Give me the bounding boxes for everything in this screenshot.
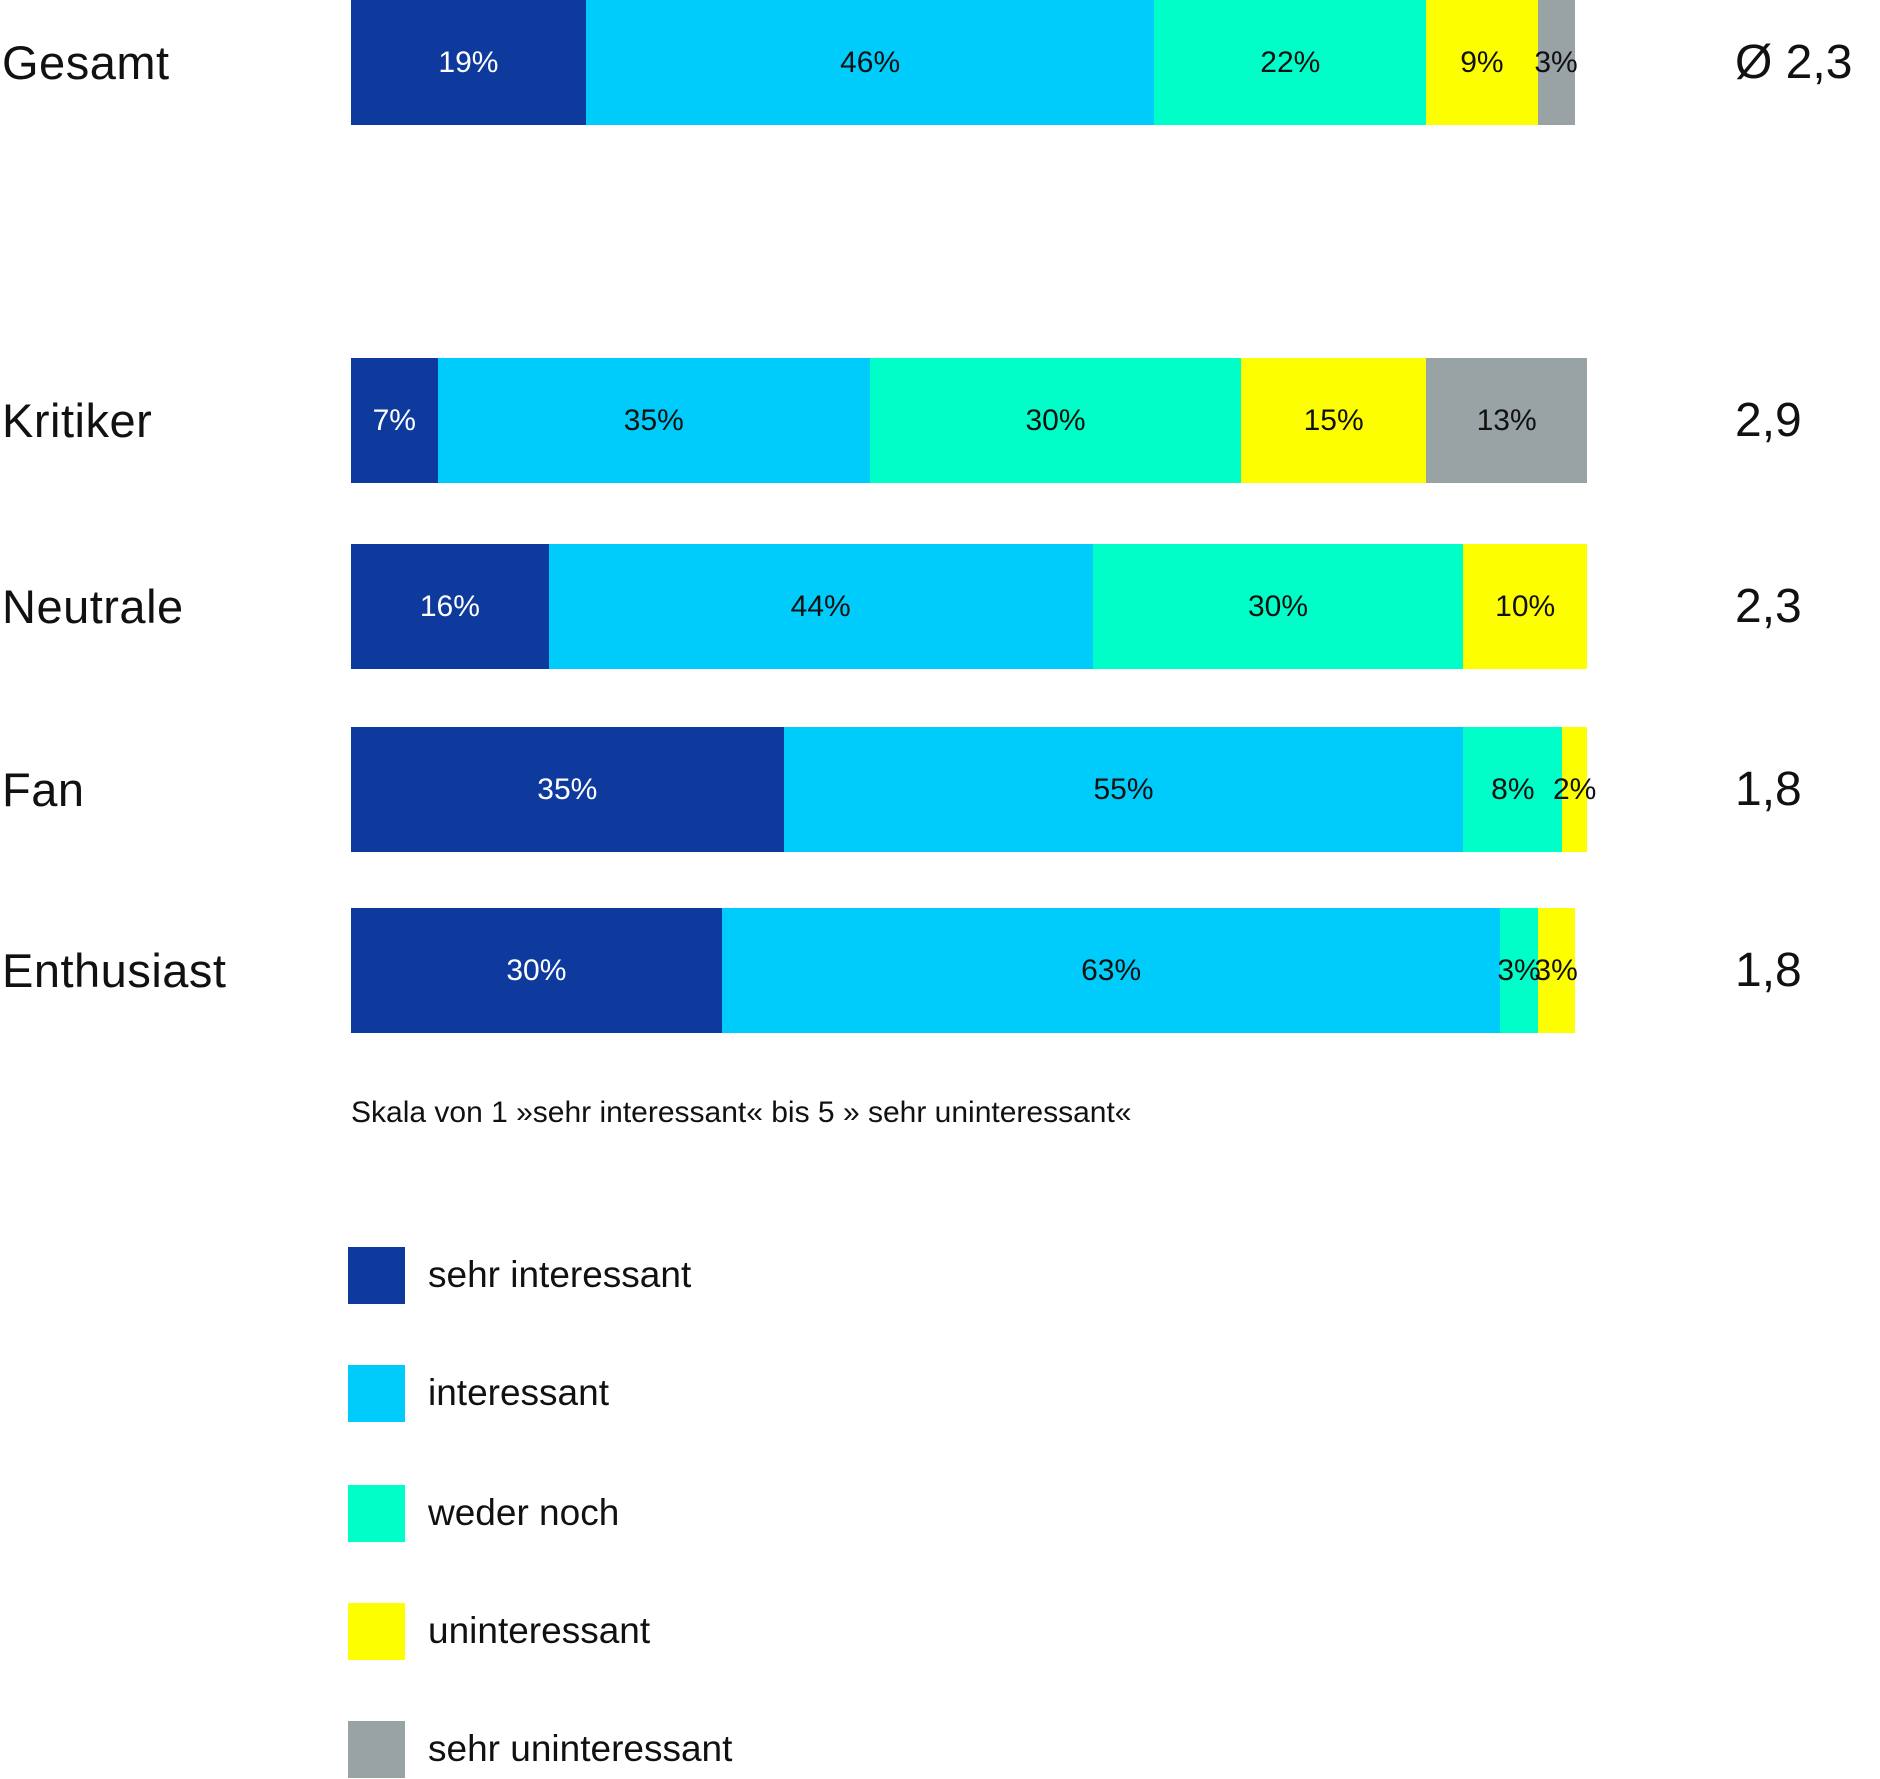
category-label: Kritiker xyxy=(2,394,153,447)
legend-swatch-weder-noch xyxy=(348,1484,405,1542)
stacked-bar: 16% 44% 30% 10% xyxy=(351,544,1587,669)
legend-label: interessant xyxy=(428,1372,609,1413)
segment-value-label: 3% xyxy=(1534,953,1578,987)
bar-row: Enthusiast 30% 63% 3% 3% 1,8 xyxy=(0,908,1880,1033)
segment-value-label: 3% xyxy=(1534,45,1578,79)
bar-segment-uninteressant: 15% xyxy=(1240,358,1427,483)
bar-segment-weder-noch: 22% xyxy=(1154,0,1427,125)
bar-segment-uninteressant: 10% xyxy=(1463,544,1587,669)
stacked-bar: 30% 63% 3% 3% xyxy=(351,908,1587,1033)
bar-segment-weder-noch: 30% xyxy=(870,358,1241,483)
average-value: 1,8 xyxy=(1735,763,1802,816)
bar-segment-interessant: 46% xyxy=(585,0,1155,125)
stacked-bar: 19% 46% 22% 9% 3% xyxy=(351,0,1587,125)
legend-label: uninteressant xyxy=(428,1610,651,1651)
legend-item: sehr interessant xyxy=(348,1246,1148,1304)
segment-value-label: 63% xyxy=(1081,953,1142,987)
average-value: Ø 2,3 xyxy=(1735,36,1853,89)
legend-label: sehr uninteressant xyxy=(428,1728,733,1769)
segment-value-label: 35% xyxy=(537,772,598,806)
bar-segment-weder-noch: 30% xyxy=(1092,544,1464,669)
bar-row: Fan 35% 55% 8% 2% 1,8 xyxy=(0,727,1880,852)
segment-value-label: 7% xyxy=(372,403,416,437)
bar-segment-uninteressant: 2% xyxy=(1553,727,1596,852)
bar-row: Kritiker 7% 35% 30% 15% 13% 2,9 xyxy=(0,358,1880,483)
segment-value-label: 55% xyxy=(1093,772,1154,806)
category-label: Fan xyxy=(2,763,85,816)
category-label: Neutrale xyxy=(2,580,184,633)
segment-value-label: 46% xyxy=(840,45,901,79)
segment-value-label: 13% xyxy=(1476,403,1537,437)
bar-segment-interessant: 35% xyxy=(437,358,871,483)
segment-value-label: 3% xyxy=(1497,953,1541,987)
segment-value-label: 9% xyxy=(1460,45,1504,79)
bar-segment-uninteressant: 3% xyxy=(1534,908,1578,1033)
average-value: 2,3 xyxy=(1735,580,1802,633)
bar-segment-sehr-uninteressant: 13% xyxy=(1426,358,1587,483)
average-value: 2,9 xyxy=(1735,394,1802,447)
legend-item: sehr uninteressant xyxy=(348,1720,1148,1778)
legend-swatch-sehr-uninteressant xyxy=(348,1720,405,1778)
segment-value-label: 22% xyxy=(1260,45,1321,79)
segment-value-label: 30% xyxy=(506,953,567,987)
bar-segment-sehr-uninteressant: 3% xyxy=(1534,0,1578,125)
legend-item: interessant xyxy=(348,1364,1148,1422)
average-value: 1,8 xyxy=(1735,944,1802,997)
segment-value-label: 15% xyxy=(1303,403,1364,437)
bar-segment-interessant: 63% xyxy=(721,908,1501,1033)
segment-value-label: 2% xyxy=(1552,772,1597,806)
scale-note: Skala von 1 »sehr interessant« bis 5 » s… xyxy=(351,1096,1132,1129)
segment-value-label: 35% xyxy=(623,403,684,437)
category-label: Gesamt xyxy=(2,36,170,89)
stacked-bar: 7% 35% 30% 15% 13% xyxy=(351,358,1587,483)
legend-item: weder noch xyxy=(348,1484,1148,1542)
bar-row: Neutrale 16% 44% 30% 10% 2,3 xyxy=(0,544,1880,669)
bar-segment-sehr-interessant: 16% xyxy=(351,544,549,669)
bar-segment-sehr-interessant: 19% xyxy=(351,0,586,125)
bar-segment-sehr-interessant: 35% xyxy=(351,727,784,852)
segment-value-label: 44% xyxy=(790,589,851,623)
legend-swatch-interessant xyxy=(348,1364,405,1422)
segment-value-label: 16% xyxy=(419,589,480,623)
bar-segment-sehr-interessant: 7% xyxy=(351,358,438,483)
legend-label: weder noch xyxy=(428,1492,620,1533)
bar-segment-interessant: 55% xyxy=(783,727,1464,852)
legend-swatch-sehr-interessant xyxy=(348,1246,405,1304)
legend-label: sehr interessant xyxy=(428,1254,692,1295)
bar-segment-weder-noch: 8% xyxy=(1463,727,1563,852)
category-label: Enthusiast xyxy=(2,944,227,997)
legend-item: uninteressant xyxy=(348,1602,1148,1660)
segment-value-label: 19% xyxy=(438,45,499,79)
segment-value-label: 30% xyxy=(1247,589,1308,623)
bar-segment-weder-noch: 3% xyxy=(1497,908,1541,1033)
segment-value-label: 30% xyxy=(1025,403,1086,437)
bar-segment-interessant: 44% xyxy=(548,544,1093,669)
segment-value-label: 10% xyxy=(1495,589,1556,623)
segment-value-label: 8% xyxy=(1491,772,1535,806)
bar-row: Gesamt 19% 46% 22% 9% 3% Ø 2,3 xyxy=(0,0,1880,125)
bar-segment-sehr-interessant: 30% xyxy=(351,908,722,1033)
stacked-bar: 35% 55% 8% 2% xyxy=(351,727,1596,852)
bar-segment-uninteressant: 9% xyxy=(1426,0,1538,125)
legend-swatch-uninteressant xyxy=(348,1602,405,1660)
